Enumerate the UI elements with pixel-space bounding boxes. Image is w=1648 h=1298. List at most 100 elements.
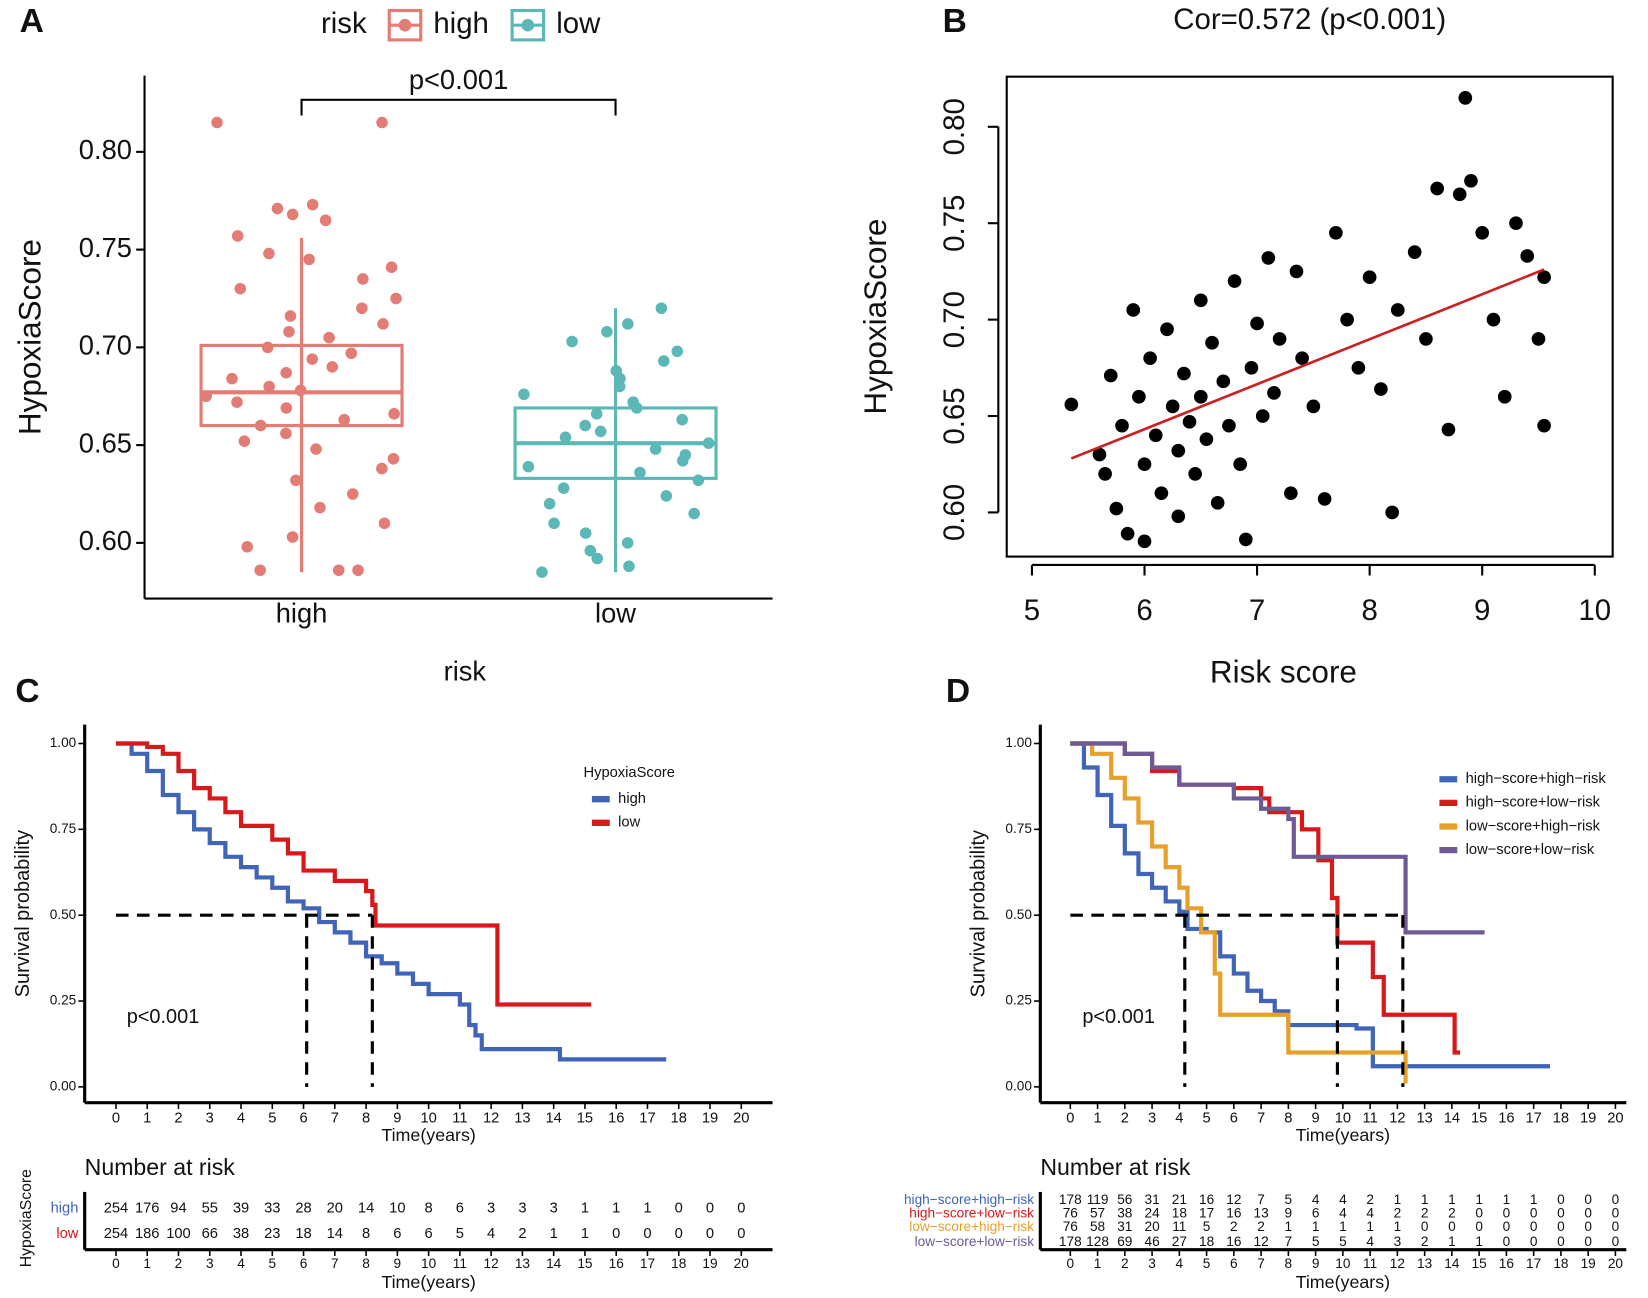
risk-count: 46 <box>1144 1234 1159 1249</box>
data-point <box>601 325 613 338</box>
risk-count: 2 <box>1257 1219 1265 1234</box>
y-tick-label: 0.25 <box>1005 993 1032 1008</box>
risk-count: 76 <box>1063 1206 1078 1221</box>
data-point <box>280 427 292 440</box>
data-point <box>280 402 293 414</box>
risk-count: 1 <box>612 1201 620 1217</box>
data-point <box>655 302 668 315</box>
risk-count: 1 <box>1475 1234 1483 1249</box>
data-point <box>388 408 400 420</box>
x-tick-label: 2 <box>174 1110 182 1126</box>
data-point <box>591 552 604 565</box>
data-point <box>1531 332 1546 346</box>
risk-count: 7 <box>1257 1192 1265 1207</box>
survival-curve <box>1070 741 1408 1084</box>
y-tick-label: 0.25 <box>50 993 77 1008</box>
data-point <box>338 413 350 426</box>
data-point <box>1233 457 1248 472</box>
x-tick-label: 16 <box>608 1110 624 1126</box>
data-point <box>314 501 326 514</box>
risk-count: 1 <box>1448 1234 1456 1249</box>
data-point <box>306 353 319 365</box>
data-point <box>1261 251 1276 265</box>
data-point <box>1452 187 1467 202</box>
x-tick-label: 8 <box>362 1110 370 1126</box>
data-point <box>1289 264 1304 279</box>
risk-count: 5 <box>456 1226 464 1242</box>
risk-count: 4 <box>1339 1206 1347 1221</box>
risk-count: 76 <box>1063 1219 1078 1234</box>
data-point <box>241 541 253 553</box>
data-point <box>1458 91 1473 105</box>
x-tick-label: 7 <box>331 1110 339 1126</box>
risk-count: 0 <box>706 1226 714 1242</box>
risk-count: 0 <box>1421 1219 1429 1234</box>
data-point <box>1295 351 1309 366</box>
panel-label: D <box>946 673 970 710</box>
data-point <box>688 507 700 520</box>
data-point <box>1306 399 1321 414</box>
risk-table-x-tick-label: 12 <box>1390 1256 1405 1271</box>
risk-count: 0 <box>675 1226 683 1242</box>
data-point <box>231 230 244 242</box>
x-axis-label: Time(years) <box>381 1125 476 1145</box>
risk-count: 2 <box>1230 1219 1238 1234</box>
risk-count: 9 <box>1285 1206 1293 1221</box>
y-tick-label: 1.00 <box>1005 735 1032 750</box>
risk-table-x-tick-label: 7 <box>1257 1256 1265 1271</box>
data-point <box>1216 374 1231 389</box>
data-point <box>613 380 626 393</box>
data-point <box>584 544 597 557</box>
risk-count: 3 <box>487 1201 495 1217</box>
risk-table-x-tick-label: 6 <box>1230 1256 1238 1271</box>
data-point <box>261 341 274 354</box>
data-point <box>623 560 635 573</box>
legend-title: risk <box>321 7 367 40</box>
data-point <box>676 454 689 467</box>
risk-count: 0 <box>1612 1219 1620 1234</box>
risk-count: 0 <box>737 1201 745 1217</box>
risk-table-row-label: high <box>51 1201 79 1217</box>
risk-table-x-label: Time(years) <box>381 1272 476 1292</box>
risk-table-x-tick-label: 17 <box>640 1256 655 1271</box>
risk-count: 0 <box>706 1201 714 1217</box>
risk-table-x-tick-label: 3 <box>206 1256 214 1271</box>
risk-count: 4 <box>487 1226 495 1242</box>
risk-count: 11 <box>1172 1219 1186 1234</box>
data-point <box>378 517 391 530</box>
risk-count: 119 <box>1087 1192 1109 1207</box>
risk-table-x-tick-label: 16 <box>1499 1256 1514 1271</box>
y-tick-label: 0.65 <box>938 387 971 444</box>
risk-table-x-tick-label: 4 <box>1176 1256 1184 1271</box>
data-point <box>346 488 359 500</box>
x-tick-label: 10 <box>1335 1110 1351 1126</box>
data-point <box>1255 409 1270 423</box>
risk-count: 0 <box>1503 1234 1511 1249</box>
data-point <box>234 282 247 295</box>
data-point <box>1109 501 1124 516</box>
data-point <box>385 261 398 273</box>
risk-count: 3 <box>1394 1234 1402 1249</box>
risk-table-x-tick-label: 13 <box>515 1256 530 1271</box>
risk-count: 4 <box>1366 1234 1374 1249</box>
risk-count: 1 <box>1530 1192 1538 1207</box>
risk-count: 1 <box>550 1226 558 1242</box>
data-point <box>1238 532 1253 547</box>
x-tick-label: 7 <box>1249 594 1265 627</box>
data-point <box>1317 492 1332 506</box>
data-point <box>263 247 275 260</box>
data-point <box>566 335 578 348</box>
data-point <box>211 116 223 129</box>
x-tick-label: 3 <box>1148 1110 1156 1126</box>
risk-count: 1 <box>581 1201 589 1217</box>
risk-count: 100 <box>166 1226 191 1242</box>
annotation: p<0.001 <box>127 1006 200 1028</box>
data-point <box>1092 447 1107 462</box>
risk-count: 1 <box>1394 1219 1402 1234</box>
data-point <box>1497 389 1512 404</box>
risk-table-x-tick-label: 12 <box>484 1256 499 1271</box>
risk-count: 6 <box>425 1226 433 1242</box>
risk-count: 2 <box>1421 1206 1429 1221</box>
risk-count: 0 <box>1584 1192 1592 1207</box>
risk-count: 4 <box>1312 1192 1320 1207</box>
